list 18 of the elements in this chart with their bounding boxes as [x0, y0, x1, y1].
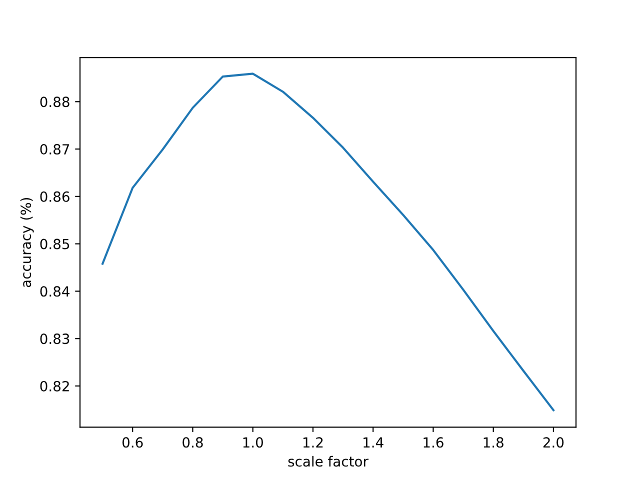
- x-tick-label: 2.0: [543, 437, 564, 448]
- x-tick-label: 0.8: [182, 437, 203, 448]
- x-tick-label: 1.2: [303, 437, 323, 448]
- x-tick-label: 1.4: [364, 437, 384, 448]
- y-axis-title: accuracy (%): [20, 198, 34, 288]
- y-tick-label: 0.88: [40, 96, 70, 108]
- x-tick-label: 1.0: [243, 437, 263, 448]
- y-tick-label: 0.85: [40, 238, 70, 250]
- y-tick-label: 0.83: [40, 334, 70, 344]
- line-series: [102, 72, 554, 412]
- x-tick-label: 1.6: [424, 437, 444, 448]
- y-tick-label: 0.84: [40, 286, 70, 297]
- y-tick-label: 0.82: [40, 380, 69, 392]
- y-tick-label: 0.86: [40, 191, 70, 202]
- y-tick-label: 0.87: [40, 144, 70, 155]
- x-tick-label: 1.8: [484, 437, 504, 448]
- x-tick-label: 0.6: [122, 437, 143, 448]
- x-axis-title: scale factor: [288, 456, 368, 467]
